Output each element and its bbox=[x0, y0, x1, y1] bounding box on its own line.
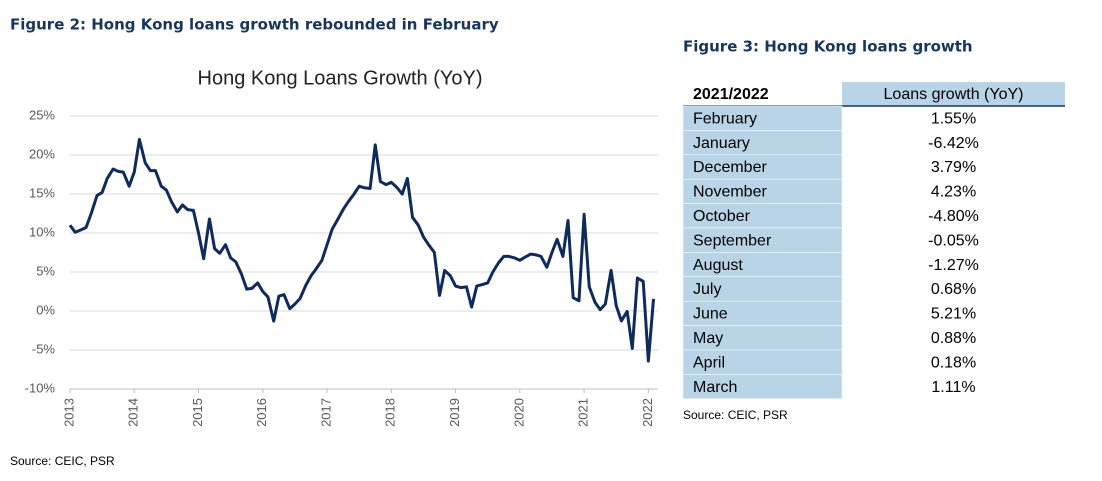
row-label: April bbox=[693, 354, 725, 371]
row-label: July bbox=[693, 281, 721, 298]
row-value: 1.55% bbox=[931, 110, 976, 127]
row-value: 5.21% bbox=[931, 306, 976, 323]
cell bbox=[682, 276, 843, 302]
row-label: June bbox=[693, 306, 728, 323]
x-tick-label: 2013 bbox=[61, 398, 76, 427]
cell bbox=[682, 374, 843, 400]
table-title: Figure 3: Hong Kong loans growth bbox=[683, 38, 973, 56]
row-label: November bbox=[693, 184, 767, 201]
row-value: 0.18% bbox=[931, 354, 976, 371]
y-tick-label: -10% bbox=[25, 380, 56, 395]
y-tick-label: 5% bbox=[36, 263, 55, 278]
x-tick-label: 2022 bbox=[640, 398, 655, 427]
row-label: January bbox=[693, 135, 750, 152]
x-tick-label: 2016 bbox=[254, 398, 269, 427]
cell bbox=[682, 105, 843, 131]
row-value: 1.11% bbox=[931, 379, 975, 396]
header-text: Loans growth (YoY) bbox=[884, 86, 1024, 103]
cell bbox=[682, 325, 843, 351]
x-tick-label: 2019 bbox=[447, 398, 462, 427]
row-label: March bbox=[693, 379, 737, 396]
y-tick-label: 15% bbox=[29, 185, 55, 200]
x-tick-label: 2017 bbox=[318, 398, 333, 427]
row-label: February bbox=[693, 110, 757, 127]
row-label: December bbox=[693, 159, 767, 176]
x-tick-label: 2018 bbox=[383, 398, 398, 427]
header-text: 2021/2022 bbox=[693, 86, 769, 103]
table-source: Source: CEIC, PSR bbox=[683, 408, 788, 422]
cell bbox=[682, 300, 843, 326]
row-value: 3.79% bbox=[931, 159, 976, 176]
y-tick-label: -5% bbox=[32, 341, 56, 356]
row-value: -0.05% bbox=[928, 232, 979, 249]
x-tick-label: 2015 bbox=[190, 398, 205, 427]
row-label: August bbox=[693, 257, 743, 274]
x-tick-label: 2021 bbox=[576, 398, 591, 427]
row-label: May bbox=[693, 330, 723, 347]
chart-title: Hong Kong Loans Growth (YoY) bbox=[198, 67, 483, 89]
y-tick-label: 10% bbox=[29, 224, 55, 239]
row-value: 0.68% bbox=[931, 281, 976, 298]
cell bbox=[682, 178, 843, 204]
y-tick-label: 25% bbox=[29, 107, 55, 122]
line bbox=[68, 137, 655, 363]
figure-title: Figure 2: Hong Kong loans growth rebound… bbox=[10, 16, 499, 34]
x-tick-label: 2020 bbox=[511, 398, 526, 427]
cell bbox=[682, 349, 843, 375]
cell bbox=[682, 130, 843, 156]
y-tick-label: 0% bbox=[36, 302, 55, 317]
row-value: -1.27% bbox=[928, 257, 979, 274]
row-label: September bbox=[693, 232, 772, 249]
y-tick-label: 20% bbox=[29, 146, 55, 161]
source: Source: CEIC, PSR bbox=[10, 454, 115, 468]
cell bbox=[682, 154, 843, 180]
cell bbox=[682, 203, 843, 229]
x-tick-label: 2014 bbox=[126, 398, 141, 427]
row-value: 0.88% bbox=[931, 330, 976, 347]
cell bbox=[682, 227, 843, 253]
row-value: -6.42% bbox=[928, 135, 979, 152]
row-value: 4.23% bbox=[931, 184, 976, 201]
cell bbox=[682, 252, 843, 278]
row-label: October bbox=[693, 208, 751, 225]
header-cell bbox=[842, 82, 1065, 106]
row-value: -4.80% bbox=[928, 208, 979, 225]
